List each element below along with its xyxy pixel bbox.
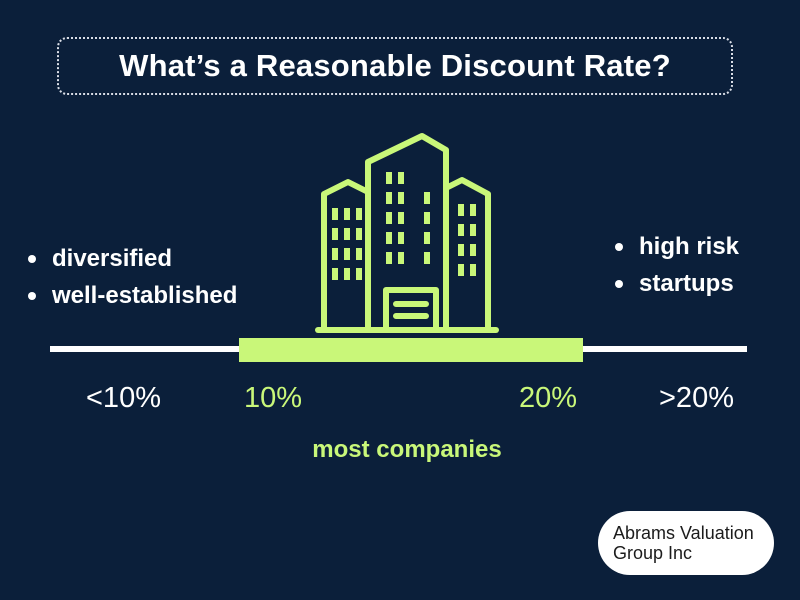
page-title: What’s a Reasonable Discount Rate?	[119, 48, 671, 83]
right-bullet-item: startups	[615, 265, 739, 302]
right-bullet-item: high risk	[615, 228, 739, 265]
bullet-dot	[28, 254, 36, 263]
bullet-text: high risk	[639, 233, 740, 260]
title-box: What’s a Reasonable Discount Rate?	[57, 37, 733, 95]
logo-line-1: Abrams Valuation	[613, 523, 754, 543]
tick-label-above-20: >20%	[659, 382, 734, 414]
highlight-range-bar	[239, 338, 583, 362]
tick-label-10: 10%	[244, 382, 303, 414]
company-logo: Abrams Valuation Group Inc	[598, 511, 774, 575]
left-bullet-list: diversified well-established	[28, 240, 237, 314]
logo-line-2: Group Inc	[613, 543, 693, 563]
bullet-dot	[615, 242, 623, 251]
bullet-text: well-established	[52, 282, 238, 309]
bullet-text: startups	[639, 270, 734, 297]
right-bullet-list: high risk startups	[615, 228, 739, 302]
bullet-dot	[615, 279, 623, 288]
left-bullet-item: well-established	[28, 277, 237, 314]
left-bullet-item: diversified	[28, 240, 237, 277]
range-caption: most companies	[312, 436, 502, 463]
bullet-text: diversified	[52, 245, 173, 272]
bullet-dot	[28, 291, 36, 300]
tick-label-20: 20%	[519, 382, 578, 414]
office-building-icon	[315, 133, 499, 333]
tick-label-below-10: <10%	[86, 382, 161, 414]
